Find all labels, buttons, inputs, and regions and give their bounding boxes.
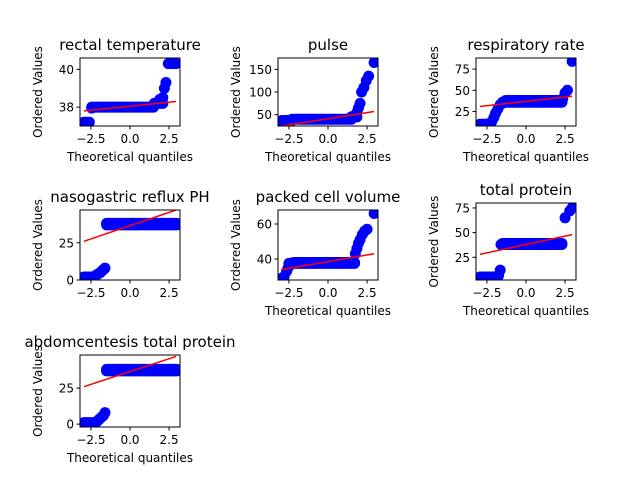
data-point: [361, 223, 373, 235]
panel-title: total protein: [480, 181, 572, 199]
y-tick-label: 25: [59, 382, 74, 396]
x-tick-label: −2.5: [472, 132, 501, 146]
x-axis-label: Theoretical quantiles: [66, 150, 193, 164]
y-tick-label: 100: [249, 86, 272, 100]
y-tick-label: 50: [455, 84, 470, 98]
x-tick-label: 2.5: [160, 433, 179, 447]
fit-line: [83, 100, 177, 112]
x-tick-label: −2.5: [76, 286, 105, 300]
data-point: [368, 210, 378, 219]
panel-1: −2.5 0.0 2.5 38 40 rectal temperature Theoreti…: [31, 36, 201, 164]
fit-line: [479, 233, 573, 256]
data-point: [566, 203, 576, 214]
panel-title: nasogastric reflux PH: [50, 188, 209, 206]
y-axis-label: Ordered Values: [427, 46, 441, 138]
y-tick-label: 25: [455, 251, 470, 265]
fit-line: [83, 210, 177, 242]
plot-area: [278, 210, 378, 280]
panel-5: −2.5 0.0 2.5 40 60 packed cell volume Theoreti…: [229, 188, 400, 318]
plot-area: [278, 58, 378, 126]
x-axis-label: Theoretical quantiles: [66, 451, 193, 465]
fit-line: [281, 253, 375, 271]
y-tick-label: 60: [257, 218, 272, 232]
x-tick-label: 2.5: [556, 132, 575, 146]
x-tick-label: 0.0: [120, 286, 139, 300]
x-tick-label: 0.0: [120, 433, 139, 447]
x-axis-label: Theoretical quantiles: [264, 150, 391, 164]
fit-line: [479, 95, 573, 108]
plot-area: [80, 210, 180, 280]
x-tick-label: 0.0: [318, 132, 337, 146]
data-point: [160, 77, 172, 89]
panel-title: rectal temperature: [59, 36, 201, 54]
y-tick-label: 40: [257, 253, 272, 267]
data-point: [278, 115, 288, 126]
x-tick-label: 0.0: [516, 286, 535, 300]
panel-6: −2.5 0.0 2.5 25 50 75 total protein Theoretical…: [427, 181, 589, 318]
x-tick-label: −2.5: [274, 286, 303, 300]
x-tick-label: 2.5: [160, 132, 179, 146]
y-axis-label: Ordered Values: [427, 196, 441, 288]
plot-area: [80, 355, 180, 427]
panel-title: packed cell volume: [256, 188, 401, 206]
y-tick-label: 40: [59, 63, 74, 77]
panel-title: pulse: [308, 36, 348, 54]
data-point: [86, 102, 98, 114]
x-tick-label: −2.5: [76, 132, 105, 146]
x-tick-label: 2.5: [358, 132, 377, 146]
x-tick-label: −2.5: [76, 433, 105, 447]
plot-area: [476, 58, 576, 126]
y-tick-label: 0: [66, 274, 74, 288]
panel-2: −2.5 0.0 2.5 50 100 150 pulse Theoretical quant…: [229, 36, 391, 164]
y-axis-label: Ordered Values: [229, 46, 243, 138]
fit-line: [281, 110, 375, 126]
x-tick-label: −2.5: [472, 286, 501, 300]
data-point: [157, 92, 169, 104]
y-tick-label: 75: [455, 63, 470, 77]
y-axis-label: Ordered Values: [31, 199, 45, 291]
x-tick-label: 0.0: [120, 132, 139, 146]
plot-area: [80, 58, 180, 126]
x-axis-label: Theoretical quantiles: [264, 304, 391, 318]
panel-4: −2.5 0.0 2.5 0 25 nasogastric reflux PH Ordere…: [31, 188, 210, 300]
data-point: [170, 58, 180, 70]
x-tick-label: 0.0: [516, 132, 535, 146]
data-point: [566, 58, 576, 67]
x-tick-label: −2.5: [274, 132, 303, 146]
data-point: [354, 97, 366, 109]
x-tick-label: 2.5: [358, 286, 377, 300]
data-point: [99, 262, 111, 274]
panel-3: −2.5 0.0 2.5 25 50 75 respiratory rate Theoreti…: [427, 36, 589, 164]
x-tick-label: 2.5: [160, 286, 179, 300]
plot-area: [476, 203, 576, 280]
y-tick-label: 150: [249, 63, 272, 77]
y-tick-label: 25: [455, 105, 470, 119]
y-axis-label: Ordered Values: [229, 199, 243, 291]
panel-7: −2.5 0.0 2.5 0 25 abdomcentesis total protein…: [24, 333, 235, 465]
y-tick-label: 75: [455, 201, 470, 215]
x-axis-label: Theoretical quantiles: [462, 150, 589, 164]
x-tick-label: 2.5: [556, 286, 575, 300]
data-point: [561, 84, 573, 96]
data-point: [494, 264, 506, 276]
y-axis-label: Ordered Values: [31, 46, 45, 138]
data-point: [368, 58, 378, 69]
x-axis-label: Theoretical quantiles: [462, 304, 589, 318]
x-tick-label: 0.0: [318, 286, 337, 300]
y-tick-label: 50: [455, 226, 470, 240]
panel-title: abdomcentesis total protein: [24, 333, 235, 351]
y-tick-label: 38: [59, 101, 74, 115]
y-tick-label: 25: [59, 236, 74, 250]
fit-line: [83, 355, 177, 388]
data-point: [99, 407, 111, 419]
panel-title: respiratory rate: [467, 36, 584, 54]
data-point: [497, 97, 509, 109]
y-tick-label: 50: [257, 108, 272, 122]
y-axis-label: Ordered Values: [31, 345, 45, 437]
y-tick-label: 0: [66, 418, 74, 432]
data-point: [363, 70, 375, 82]
